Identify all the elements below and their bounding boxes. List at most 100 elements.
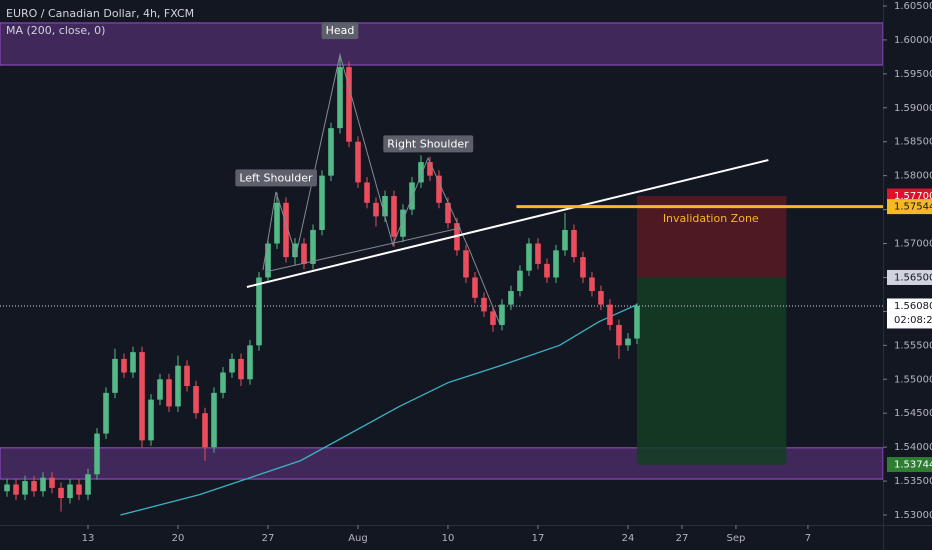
x-tick-label: 17 (532, 533, 545, 544)
candle-body (382, 196, 388, 217)
candle-body (166, 379, 172, 407)
x-tick-label: Aug (348, 533, 368, 544)
candle-body (409, 182, 415, 210)
candle-body (310, 229, 316, 264)
candle-body (31, 481, 37, 492)
price-label-box (887, 457, 932, 473)
candle-body (283, 202, 289, 258)
x-tick-label: Sep (727, 533, 746, 544)
candle-body (193, 386, 199, 414)
candle-body (508, 291, 514, 305)
y-tick-label: 1.55000 (894, 374, 932, 385)
candle-body (148, 399, 154, 441)
price-label-box (887, 298, 932, 329)
x-tick-label: 24 (622, 533, 635, 544)
candle-body (400, 209, 406, 237)
candle-body (103, 392, 109, 434)
candle-body (94, 433, 100, 475)
trendline (246, 159, 769, 288)
y-tick-label: 1.60000 (894, 35, 932, 46)
candle-body (355, 141, 361, 183)
candle-body (184, 365, 190, 387)
y-tick-label: 1.58500 (894, 137, 932, 148)
candle-body (625, 338, 631, 346)
stop-zone (636, 196, 787, 278)
y-tick-label: 1.59000 (894, 103, 932, 114)
plot-area (0, 22, 883, 516)
y-tick-label: 1.54500 (894, 408, 932, 419)
trendline (264, 227, 461, 273)
candle-body (85, 474, 91, 495)
candle-body (535, 243, 541, 264)
y-tick-label: 1.58000 (894, 171, 932, 182)
price-label: 1.53744 (894, 460, 932, 471)
candle-body (634, 305, 640, 339)
countdown: 02:08:23 (894, 315, 932, 326)
candle-body (13, 484, 19, 495)
y-tick-label: 1.54000 (894, 442, 932, 453)
candle-body (490, 311, 496, 325)
y-tick-label: 1.57000 (894, 239, 932, 250)
candle-body (616, 324, 622, 346)
candle-body (328, 128, 334, 176)
moving-average (120, 304, 638, 516)
price-label-box (887, 199, 932, 215)
annotation-label: Left Shoulder (239, 171, 313, 184)
candle-body (247, 345, 253, 380)
candle-body (265, 243, 271, 278)
y-tick-label: 1.60500 (894, 1, 932, 12)
annotation-box (235, 169, 317, 187)
annotation-box (383, 135, 474, 153)
x-tick-label: 20 (172, 533, 185, 544)
candle-body (202, 413, 208, 448)
candle-body (373, 202, 379, 217)
y-tick-label: 1.55500 (894, 340, 932, 351)
candle-body (319, 175, 325, 230)
candle-body (112, 358, 118, 393)
candle-body (175, 365, 181, 407)
candle-body (472, 277, 478, 298)
candle-body (571, 229, 577, 258)
indicator-label: MA (200, close, 0) (6, 24, 105, 37)
candle-body (346, 67, 352, 142)
candle-body (337, 67, 343, 129)
candle-body (139, 352, 145, 441)
candle-body (418, 162, 424, 183)
candle-body (481, 297, 487, 312)
candle-body (544, 263, 550, 278)
candle-body (130, 352, 136, 373)
x-tick-label: 10 (442, 533, 455, 544)
candle-body (463, 250, 469, 278)
candle-body (67, 484, 73, 499)
candle-body (517, 270, 523, 292)
candle-body (436, 175, 442, 203)
support-resistance-zone (0, 22, 883, 66)
price-label: 1.57544 (894, 202, 932, 213)
candle-body (526, 243, 532, 271)
candle-body (553, 250, 559, 278)
x-tick-label: 27 (262, 533, 275, 544)
y-tick-label: 1.59500 (894, 69, 932, 80)
candle-body (22, 481, 28, 495)
target-zone (636, 277, 787, 465)
candle-body (58, 487, 64, 499)
price-label: 1.56080 (894, 301, 932, 312)
price-label: 1.56500 (894, 272, 932, 283)
candle-body (220, 372, 226, 393)
candle-body (4, 484, 10, 492)
x-tick-label: 7 (805, 533, 811, 544)
candle-body (40, 477, 46, 492)
candle-body (229, 358, 235, 373)
candle-body (391, 196, 397, 237)
candle-body (157, 379, 163, 400)
chart-title: EURO / Canadian Dollar, 4h, FXCM (6, 7, 194, 20)
candle-body (445, 202, 451, 224)
candle-body (598, 291, 604, 305)
candle-body (364, 182, 370, 203)
candle-body (589, 277, 595, 292)
candle-body (274, 202, 280, 244)
annotation-label: Head (326, 24, 355, 37)
candle-body (427, 162, 433, 176)
x-tick-label: 13 (82, 533, 95, 544)
